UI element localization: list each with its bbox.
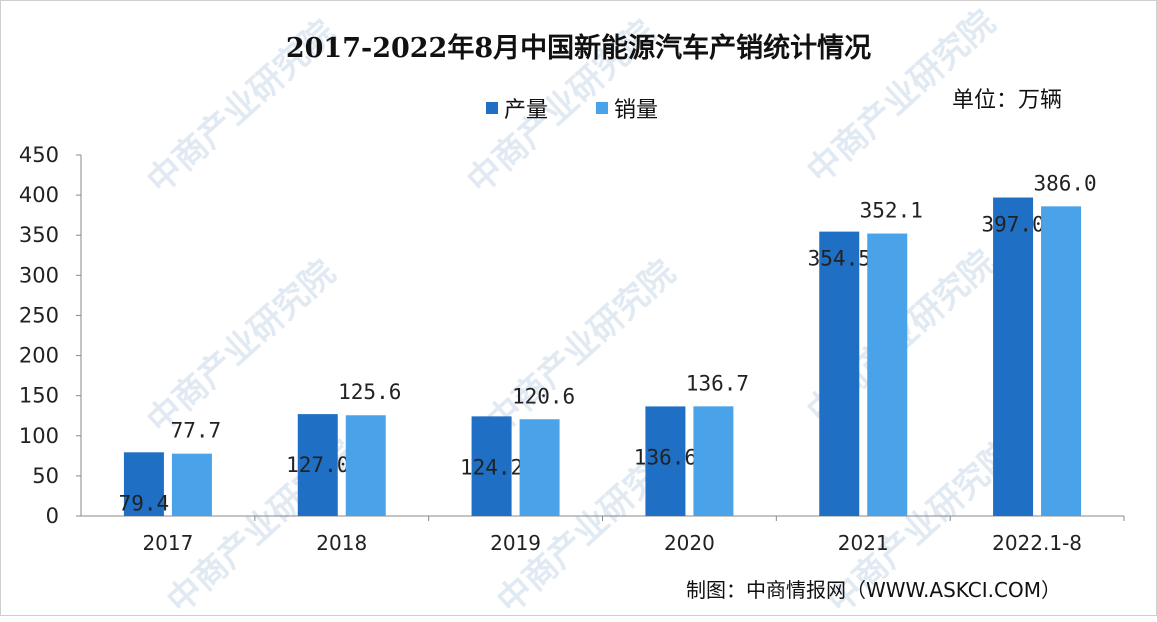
- data-label-sales: 77.7: [171, 419, 222, 443]
- data-label-sales: 136.7: [686, 371, 749, 395]
- x-tick-label: 2018: [316, 531, 367, 555]
- bar-sales: [867, 233, 908, 517]
- data-label-production: 354.5: [808, 247, 871, 271]
- bar-production: [297, 414, 338, 516]
- y-tick-label: 450: [19, 143, 59, 167]
- data-label-sales: 386.0: [1033, 171, 1096, 195]
- source-note: 制图：中商情报网（WWW.ASKCI.COM）: [686, 578, 1061, 602]
- bar-production: [819, 231, 860, 516]
- data-label-production: 124.2: [460, 455, 523, 479]
- data-label-sales: 120.6: [512, 384, 575, 408]
- x-tick-label: 2019: [490, 531, 541, 555]
- legend: 产量 销量: [486, 92, 658, 124]
- legend-label-sales: 销量: [614, 98, 659, 123]
- y-tick-label: 250: [19, 303, 59, 327]
- data-label-production: 136.6: [634, 445, 697, 469]
- bar-sales: [171, 453, 212, 516]
- y-tick-label: 100: [19, 424, 59, 448]
- bar-sales: [1041, 206, 1082, 516]
- legend-item-production: 产量: [486, 92, 548, 124]
- x-tick-label: 2022.1-8: [992, 531, 1082, 555]
- legend-swatch-production: [486, 102, 498, 114]
- bar-sales: [693, 406, 734, 516]
- chart-title: 2017-2022年8月中国新能源汽车产销统计情况: [285, 33, 872, 64]
- y-tick-label: 350: [19, 223, 59, 247]
- x-tick-label: 2021: [838, 531, 889, 555]
- bar-production: [993, 197, 1034, 517]
- x-tick-label: 2020: [664, 531, 715, 555]
- bar-sales: [519, 419, 560, 516]
- data-label-production: 397.0: [981, 213, 1044, 237]
- data-label-sales: 125.6: [338, 380, 401, 404]
- data-label-production: 127.0: [286, 453, 349, 477]
- y-tick-label: 150: [19, 384, 59, 408]
- bar-production: [123, 452, 164, 516]
- y-tick-label: 300: [19, 263, 59, 287]
- y-tick-label: 400: [19, 183, 59, 207]
- y-tick-label: 0: [46, 504, 59, 528]
- y-tick-label: 50: [32, 464, 59, 488]
- bar-production: [471, 416, 512, 516]
- x-tick-label: 2017: [142, 531, 193, 555]
- bar-production: [645, 406, 686, 516]
- data-label-sales: 352.1: [860, 199, 923, 223]
- y-tick-label: 200: [19, 344, 59, 368]
- bar-sales: [345, 415, 386, 516]
- legend-label-production: 产量: [504, 98, 549, 123]
- data-label-production: 79.4: [119, 491, 170, 515]
- legend-swatch-sales: [596, 102, 609, 114]
- unit-label: 单位：万辆: [952, 88, 1063, 113]
- legend-item-sales: 销量: [596, 92, 658, 124]
